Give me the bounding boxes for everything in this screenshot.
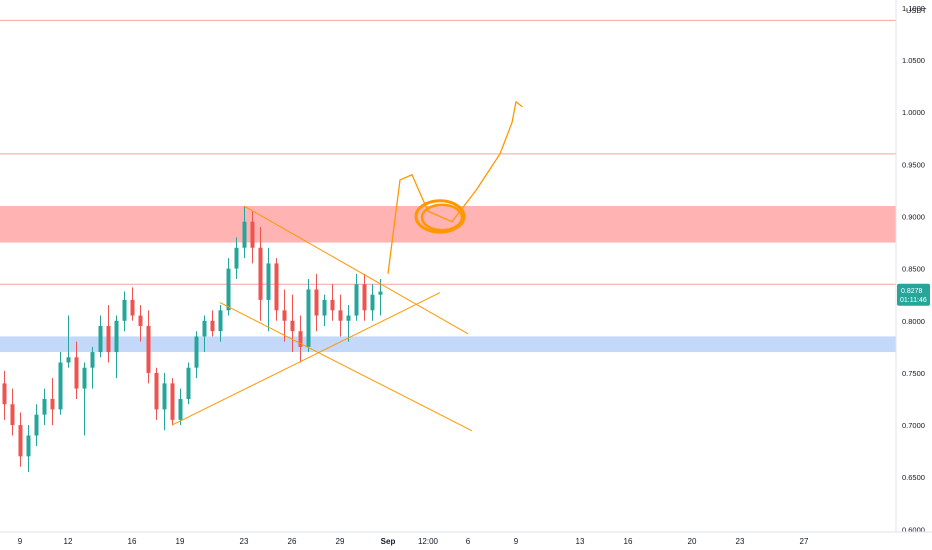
candle-body (74, 357, 79, 389)
candle-body (50, 399, 55, 410)
candle-body (354, 284, 359, 316)
y-tick-label: 0.9500 (902, 160, 925, 169)
candle-body (138, 315, 143, 326)
y-tick-label: 0.6000 (902, 525, 925, 534)
x-tick-label: 23 (240, 537, 249, 546)
projection-path[interactable] (387, 101, 523, 274)
x-tick-label: 16 (128, 537, 137, 546)
candle-body (90, 352, 95, 368)
candle-body (314, 289, 319, 316)
candle-body (162, 383, 167, 410)
candle-body (114, 320, 119, 353)
trendline-2[interactable] (171, 292, 441, 426)
x-tick-label: 19 (176, 537, 185, 546)
y-tick-label: 0.7500 (902, 369, 925, 378)
price-zones (0, 206, 896, 353)
trendline-drawings (171, 101, 523, 432)
last-price-countdown: 01:11:46 (900, 297, 927, 304)
price-axis[interactable]: 1.1000 1.0500 1.0000 0.9500 0.9000 0.8500 0.80… (895, 0, 927, 534)
candle-body (234, 247, 239, 269)
x-tick-label: 12:00 (418, 537, 439, 546)
candle-body (370, 294, 375, 311)
x-tick-label: 20 (688, 537, 697, 546)
candle-body (98, 325, 103, 353)
candle-body (362, 284, 367, 311)
candle-body (66, 357, 71, 363)
candle-body (282, 310, 287, 321)
candle-body (378, 291, 383, 295)
zone-0 (0, 206, 896, 243)
candle-body (338, 310, 343, 321)
candle-body (330, 299, 335, 311)
x-tick-label: 16 (624, 537, 633, 546)
candlestick-series (2, 206, 383, 473)
candle-body (346, 315, 351, 321)
candle-body (226, 268, 231, 311)
last-price-badge: 0.8278 01:11:46 (897, 283, 930, 306)
candle-body (42, 399, 47, 415)
trendline-0[interactable] (243, 205, 469, 335)
last-price-badge-bg (897, 283, 930, 306)
x-tick-label: 12 (64, 537, 73, 546)
currency-label: USDT (906, 6, 927, 15)
candle-body (210, 320, 215, 332)
candle-body (250, 221, 255, 248)
candle-body (106, 325, 111, 353)
highlight-ellipse[interactable] (414, 199, 466, 234)
candle-body (194, 336, 199, 368)
x-tick-label: 26 (288, 537, 297, 546)
candle-body (258, 247, 263, 300)
candle-body (10, 404, 15, 426)
candle-body (130, 299, 135, 316)
candle-body (154, 372, 159, 410)
y-tick-label: 0.8000 (902, 317, 925, 326)
candle-body (306, 289, 311, 347)
y-tick-label: 0.7000 (902, 421, 925, 430)
candle-body (274, 263, 279, 311)
candle-body (178, 399, 183, 420)
candle-body (322, 299, 327, 316)
candle-body (290, 320, 295, 332)
zone-1 (0, 336, 896, 353)
candle-body (34, 414, 39, 436)
x-tick-label: 23 (736, 537, 745, 546)
candle-body (58, 362, 63, 410)
candle-body (82, 367, 87, 389)
y-tick-label: 0.9000 (902, 212, 925, 221)
candle-body (298, 331, 303, 347)
y-tick-label: 1.0500 (902, 56, 925, 65)
candle-body (146, 325, 151, 373)
candle-body (18, 425, 23, 457)
candle-body (186, 367, 191, 399)
candle-body (242, 221, 247, 248)
y-tick-label: 1.0000 (902, 108, 925, 117)
candle-body (266, 263, 271, 300)
candle-body (218, 310, 223, 332)
x-tick-label: 13 (576, 537, 585, 546)
last-price-value: 0.8278 (901, 288, 923, 295)
y-tick-label: 0.8500 (902, 265, 925, 274)
x-tick-label: 29 (336, 537, 345, 546)
x-tick-label: 6 (466, 537, 471, 546)
candle-body (202, 320, 207, 337)
x-tick-label: 9 (514, 537, 519, 546)
x-tick-label: Sep (381, 537, 396, 546)
y-tick-label: 1.1000 (902, 4, 925, 13)
candle-body (122, 299, 127, 321)
highlight-ellipse-inner (420, 203, 464, 232)
candle-body (170, 383, 175, 420)
x-tick-label: 27 (800, 537, 809, 546)
horizontal-levels (0, 19, 896, 285)
x-tick-label: 9 (18, 537, 23, 546)
candle-body (26, 435, 31, 457)
trendline-1[interactable] (219, 302, 473, 432)
candle-body (2, 383, 7, 405)
y-tick-label: 0.6500 (902, 473, 925, 482)
time-axis[interactable]: 9 12 16 19 23 26 29 Sep 12:00 6 9 13 16 20 23 27 (0, 531, 932, 546)
